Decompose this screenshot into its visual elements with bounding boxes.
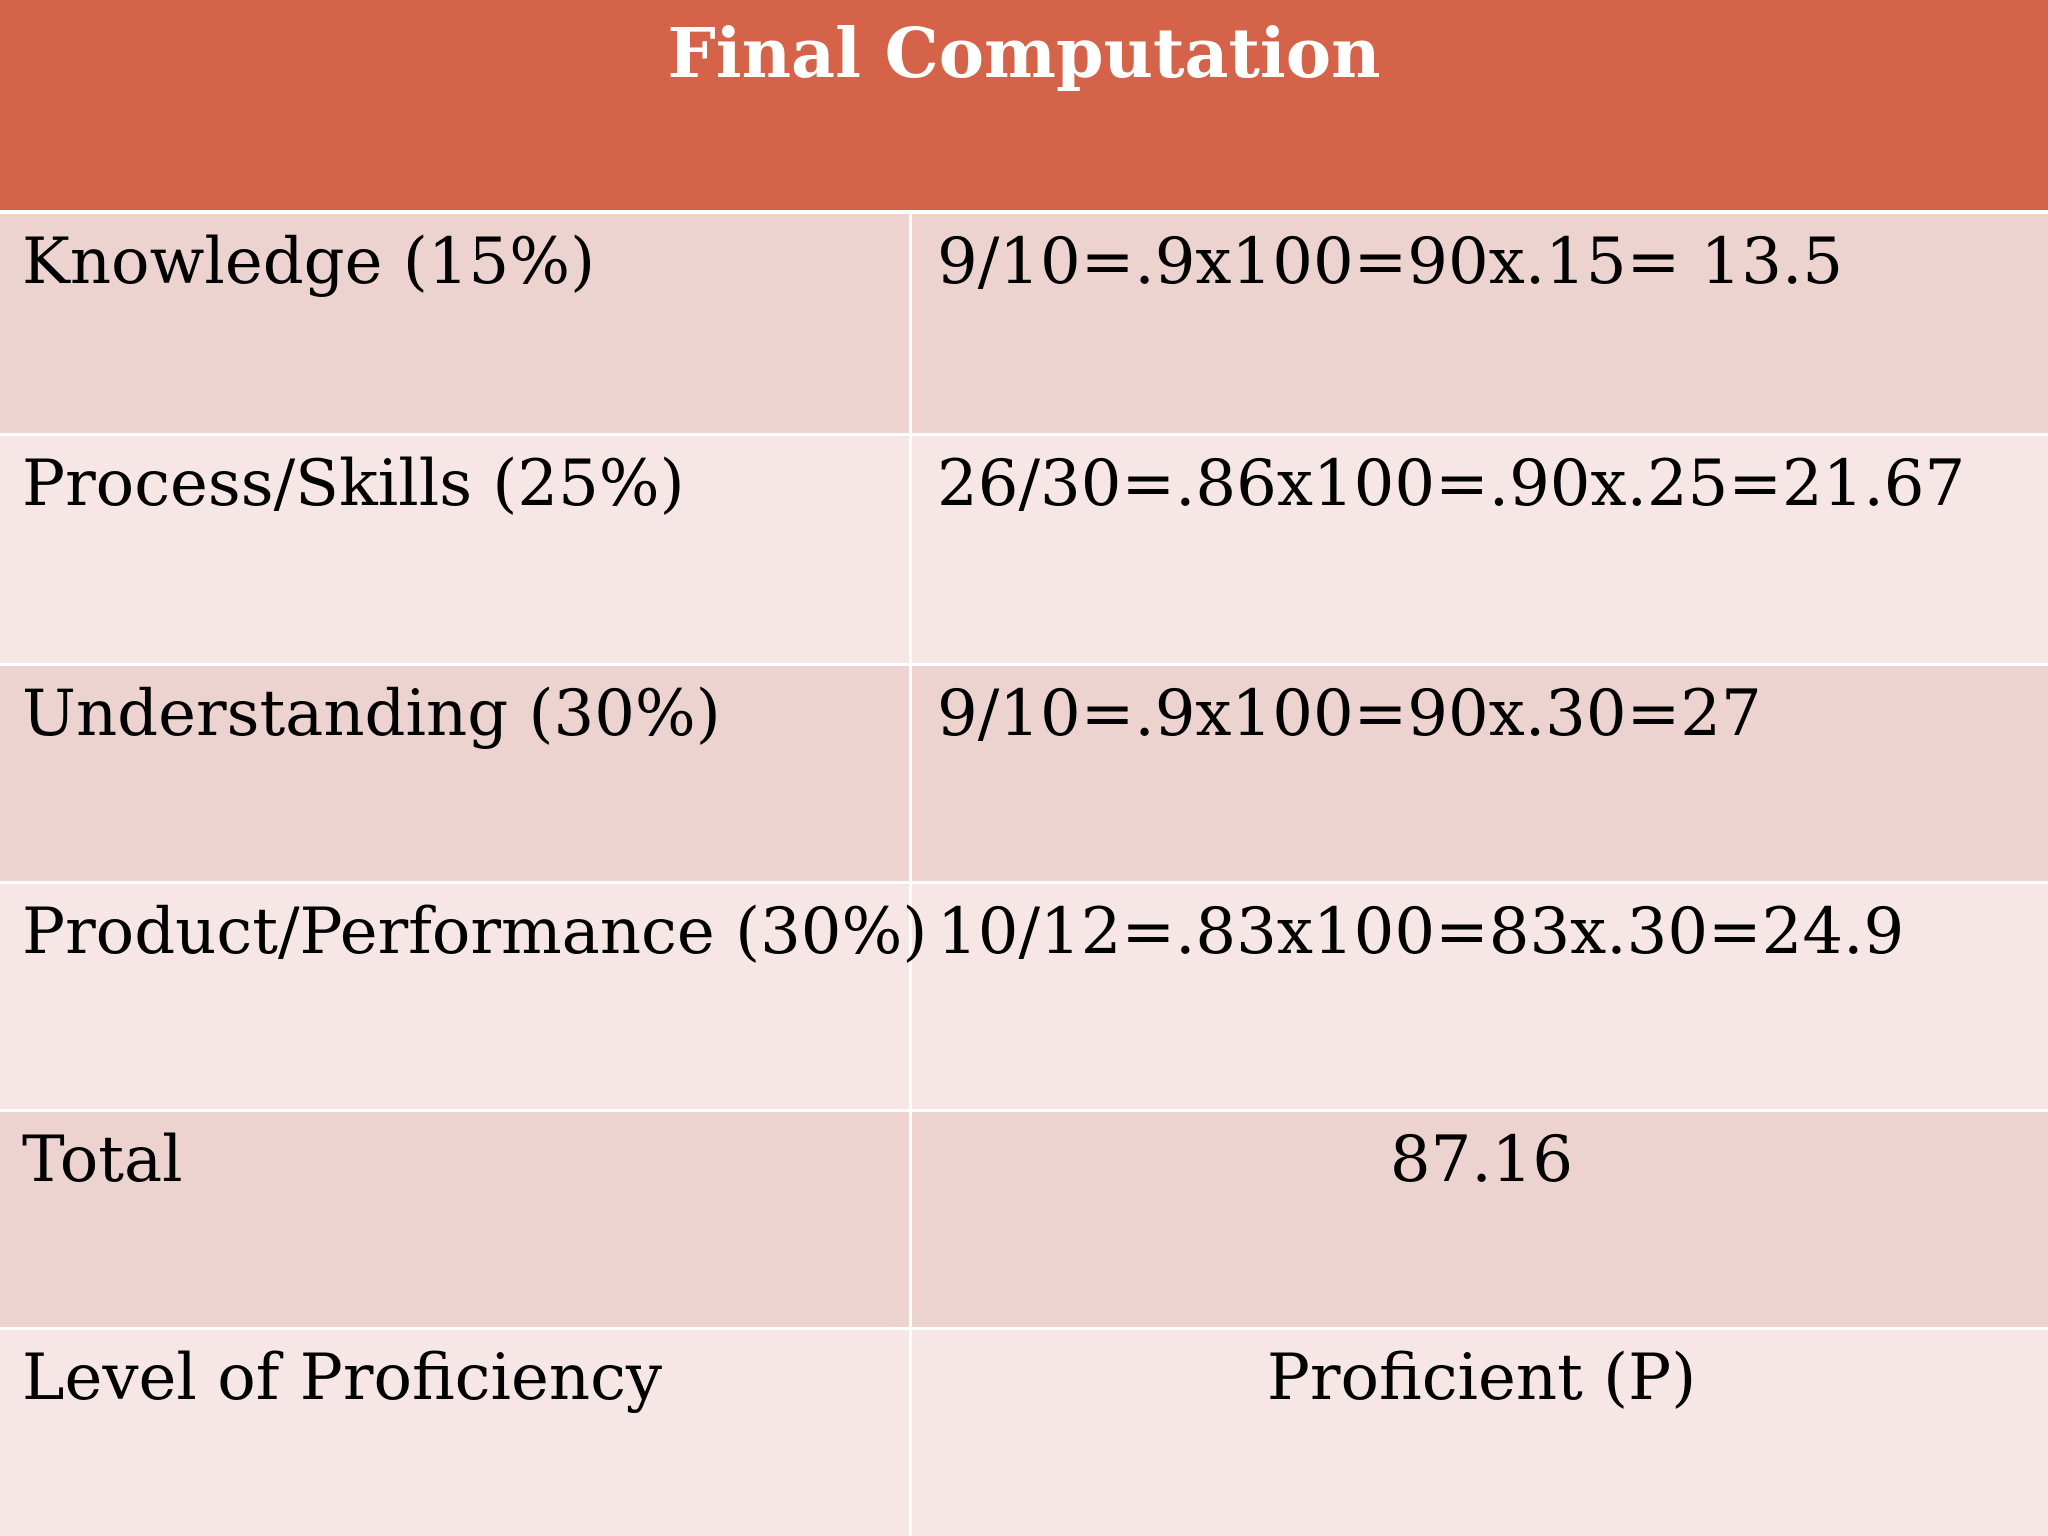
row-label: Understanding (30%) (0, 666, 912, 881)
row-value: 10/12=.83x100=83x.30=24.9 (937, 895, 1905, 969)
table-row-knowledge: Knowledge (15%) 9/10=.9x100=90x.15= 13.5 (0, 214, 2048, 436)
table-row-understanding: Understanding (30%) 9/10=.9x100=90x.30=2… (0, 666, 2048, 884)
row-label: Total (0, 1112, 912, 1327)
row-label: Process/Skills (25%) (0, 436, 912, 663)
total-value: 87.16 (1389, 1123, 1574, 1197)
table-title: Final Computation (667, 14, 1381, 94)
row-label: Knowledge (15%) (0, 214, 912, 433)
table-row-product-performance: Product/Performance (30%) 10/12=.83x100=… (0, 884, 2048, 1112)
proficiency-value: Proficient (P) (1266, 1341, 1697, 1415)
row-value: 26/30=.86x100=.90x.25=21.67 (937, 447, 1966, 521)
table-row-total: Total 87.16 (0, 1112, 2048, 1330)
row-label: Level of Proficiency (0, 1330, 912, 1536)
row-label: Product/Performance (30%) (0, 884, 927, 1109)
table-row-level-of-proficiency: Level of Proficiency Proficient (P) (0, 1330, 2048, 1536)
table-header: Final Computation (0, 0, 2048, 214)
row-value: 9/10=.9x100=90x.15= 13.5 (937, 225, 1844, 299)
table-row-process-skills: Process/Skills (25%) 26/30=.86x100=.90x.… (0, 436, 2048, 666)
row-value: 9/10=.9x100=90x.30=27 (937, 677, 1762, 751)
